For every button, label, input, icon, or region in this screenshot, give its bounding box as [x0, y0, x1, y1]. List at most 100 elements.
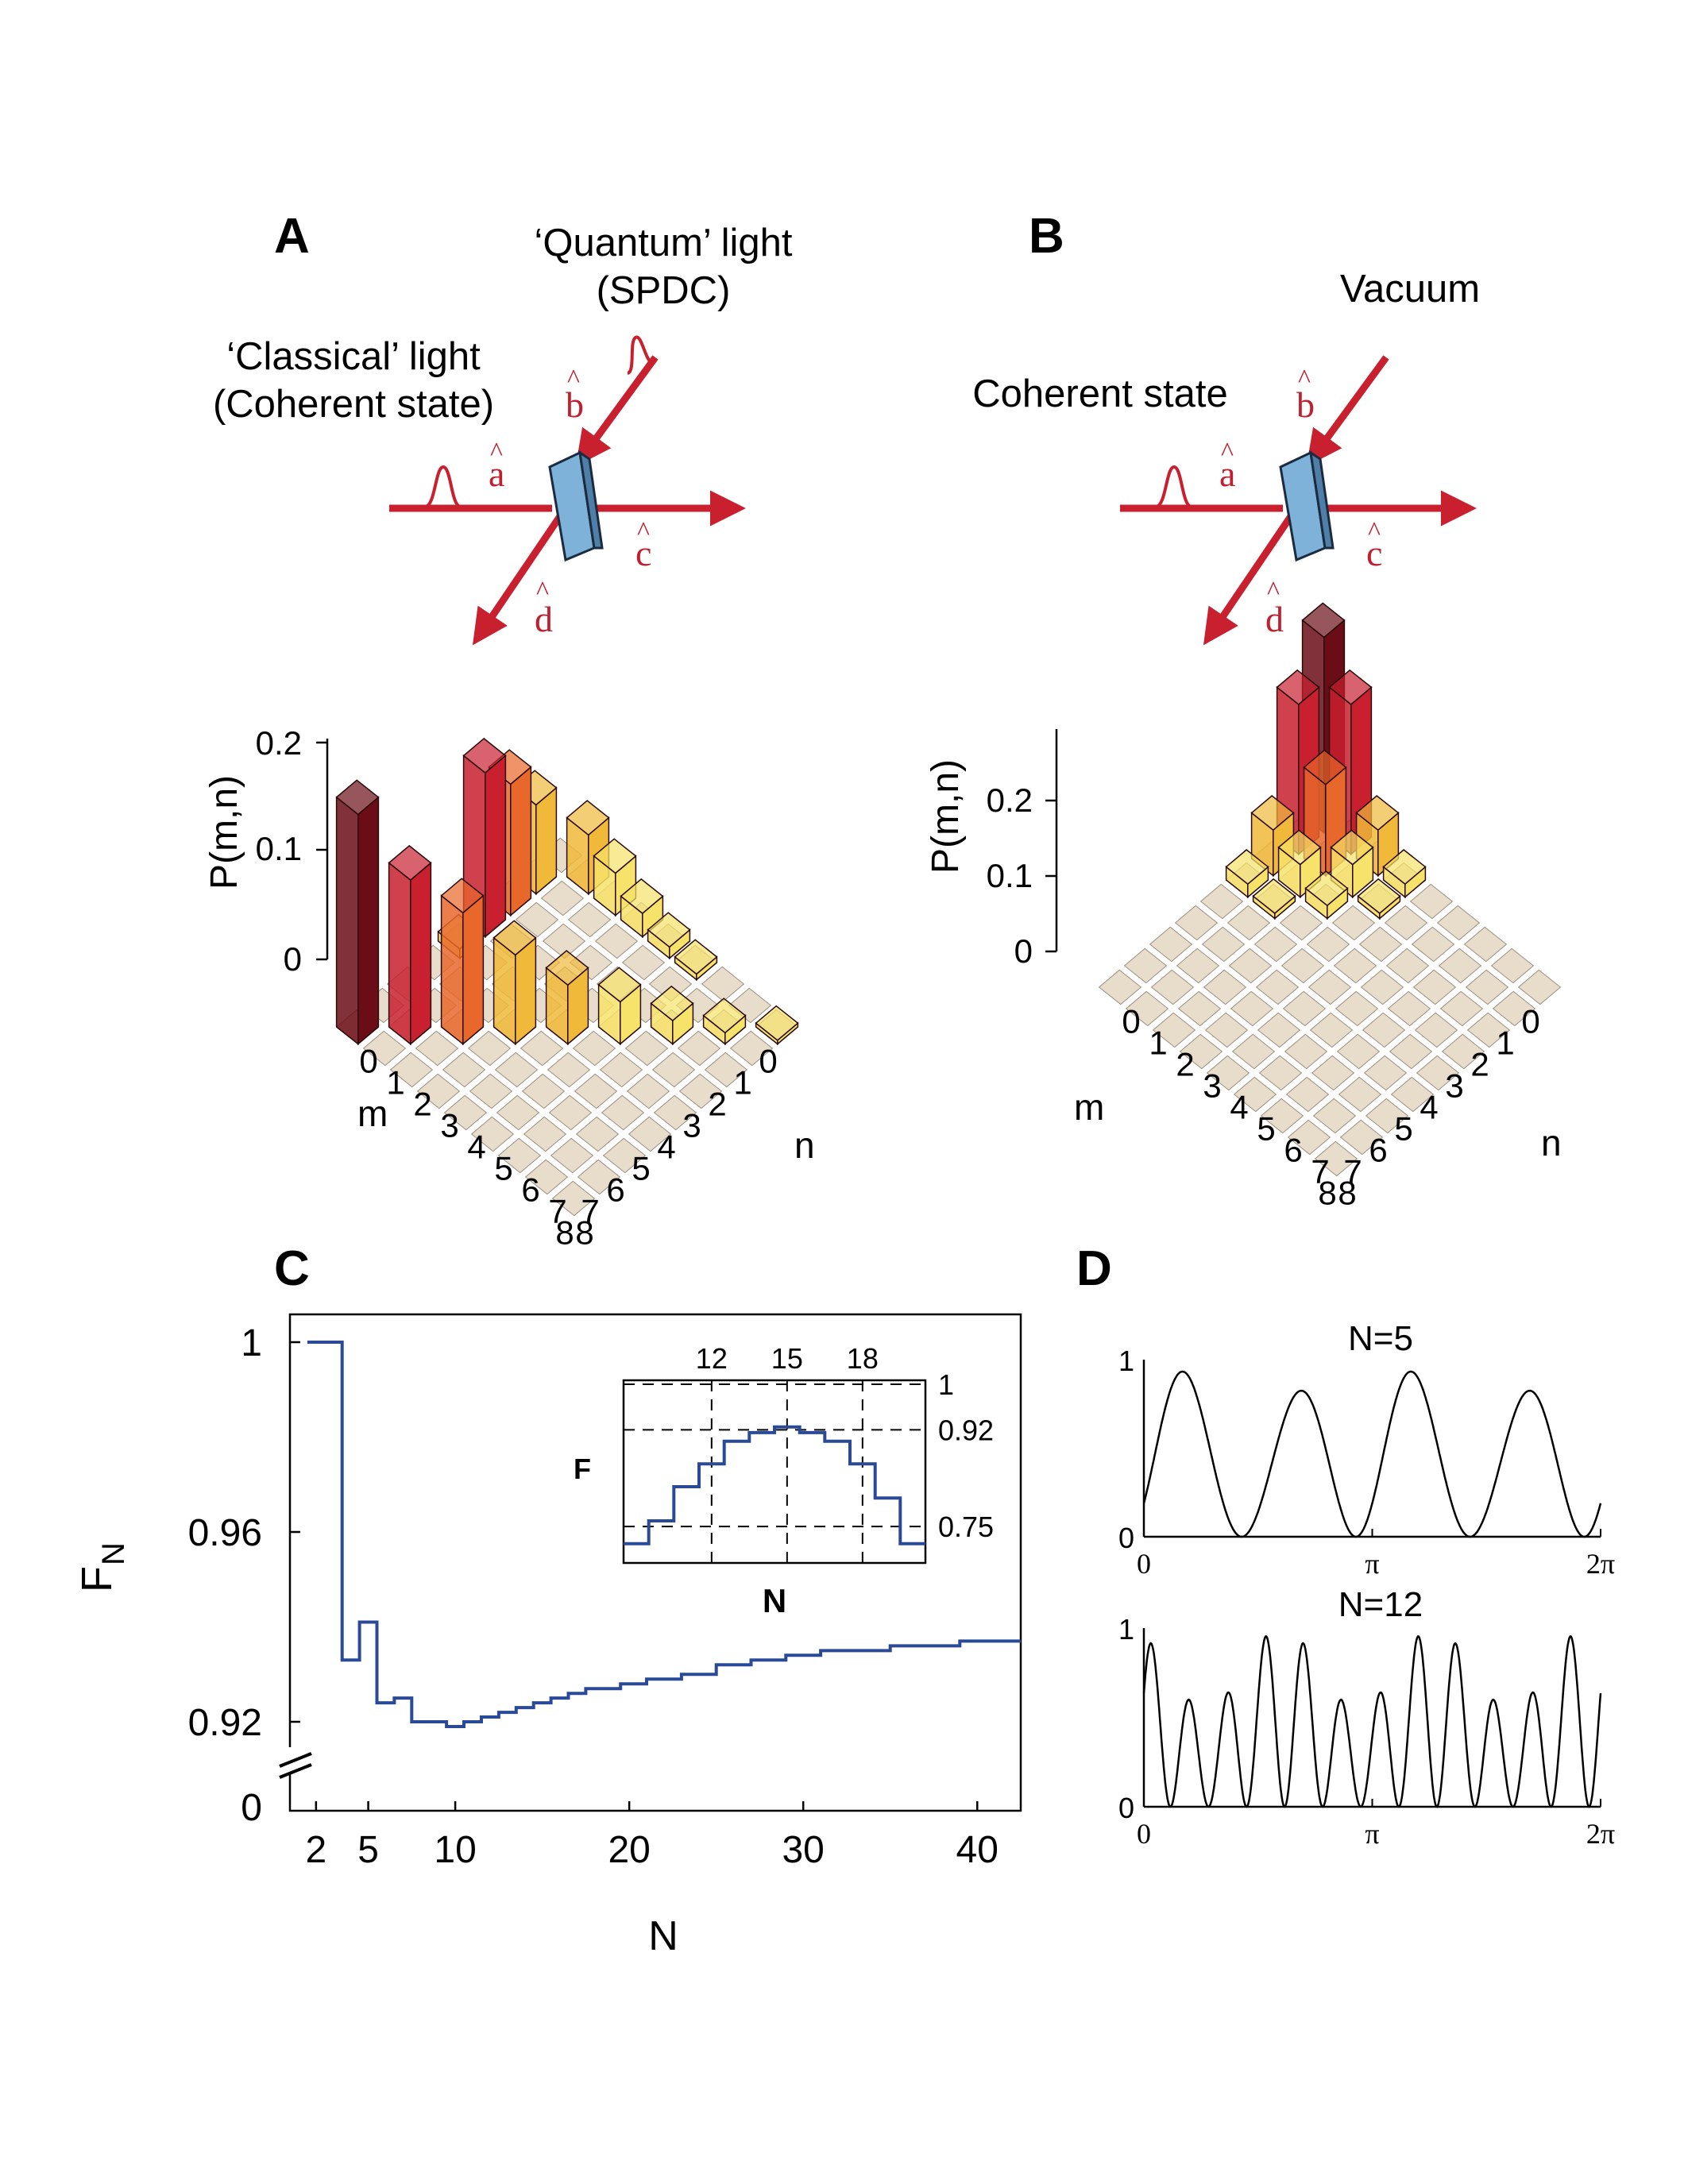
hat-icon: ^ [567, 365, 580, 394]
floor-tile [1233, 1076, 1277, 1113]
bar-top [620, 878, 664, 915]
floor-tile [497, 1137, 542, 1174]
m-axis-label: m [357, 1093, 388, 1134]
operator-d: d [1265, 599, 1284, 639]
inset-y-tick-label: 1 [938, 1368, 954, 1401]
bar-face [335, 796, 359, 1046]
bar-top [1357, 878, 1401, 914]
floor-tile [1412, 969, 1457, 1005]
panel-label-d: D [1076, 1241, 1112, 1296]
floor-tile [1312, 1098, 1357, 1134]
bar-top [1304, 870, 1349, 907]
bar-top [566, 800, 610, 836]
bar-top [545, 950, 589, 986]
n-tick-label: 4 [467, 1129, 485, 1166]
m-tick-label: 5 [632, 1150, 650, 1187]
floor-tile [701, 966, 745, 1002]
floor-tile [575, 1116, 620, 1152]
bar-top [388, 844, 432, 882]
bar-face [357, 796, 380, 1046]
n-tick-label: 7 [548, 1193, 566, 1230]
beam-splitter-icon [548, 450, 604, 562]
z-axis-label: P(m,n) [203, 775, 245, 889]
bar-face [462, 894, 485, 1046]
floor-tile [628, 1116, 672, 1152]
floor-tile [1411, 926, 1455, 963]
floor-tile [467, 1030, 512, 1067]
plot-frame [288, 1313, 1022, 1812]
floor-tile [1284, 1033, 1328, 1070]
subplot-title-n5: N=5 [1348, 1319, 1413, 1358]
floor-tile [494, 1051, 539, 1088]
floor-tile [626, 1073, 670, 1109]
inset-grid: 12 15 18 0.75 0.92 1 [624, 1342, 994, 1563]
floor-tile [1260, 1098, 1304, 1134]
n-axis-label: n [1541, 1122, 1562, 1163]
bar-top [1225, 849, 1269, 886]
m-tick-label: 0 [759, 1043, 777, 1080]
floor-tile [1228, 947, 1273, 984]
floor-tile [574, 1073, 618, 1109]
floor-tile [1336, 1033, 1381, 1070]
inset-x-tick-label: 12 [696, 1342, 728, 1375]
coherent-state-label-b: Coherent state [972, 372, 1227, 415]
quantum-light-label: ‘Quantum’ light [534, 222, 792, 264]
d-x-tick-label: 2π [1586, 1818, 1615, 1850]
floor-tile [548, 1094, 593, 1131]
floor-tile [1335, 990, 1379, 1027]
panel-label-a: A [274, 209, 310, 264]
m-tick-label: 7 [581, 1193, 599, 1230]
n-tick-label: 8 [1338, 1175, 1356, 1212]
floor-tile [442, 1051, 486, 1088]
floor-tile [729, 1030, 774, 1067]
floor-tile [567, 901, 612, 938]
floor-tile [1338, 1076, 1382, 1113]
n-axis-label: n [794, 1125, 815, 1166]
floor-tile [1465, 969, 1509, 1005]
y-axis-label: F [73, 1566, 121, 1592]
operator-c: c [1366, 533, 1382, 573]
bar-3d [388, 844, 432, 1046]
bar-3d [1252, 878, 1296, 920]
m-tick-label: 8 [1318, 1175, 1336, 1212]
x-tick-label: 30 [782, 1829, 824, 1871]
coherent-state-label: (Coherent state) [213, 383, 494, 426]
bar-3d [462, 737, 507, 939]
n-tick-label: 4 [1230, 1089, 1248, 1126]
m-axis-label: m [1074, 1086, 1104, 1128]
bar-3d [1382, 849, 1427, 899]
vacuum-label: Vacuum [1340, 268, 1480, 311]
floor-tile [524, 1159, 569, 1195]
z-tick-label: 0.1 [987, 857, 1033, 894]
floor-tile [1201, 926, 1246, 963]
floor-tile [1492, 990, 1536, 1027]
z-tick-label: 0.2 [987, 781, 1033, 819]
bar-face [515, 936, 537, 1046]
floor-tile [1149, 926, 1193, 963]
fidelity-curve [307, 1341, 1021, 1728]
d-x-tick-label: π [1365, 1818, 1379, 1850]
y-tick-label: 1 [241, 1322, 262, 1364]
z-tick-label: 0 [1014, 932, 1033, 970]
inset-frame [622, 1379, 927, 1565]
bar-top [755, 1005, 799, 1041]
classical-light-label: ‘Classical’ light [226, 335, 481, 378]
floor-tile [1176, 947, 1220, 984]
d-x-tick-label: 0 [1137, 1548, 1151, 1580]
floor-tile [1363, 1055, 1408, 1091]
floor-tile [1331, 905, 1376, 941]
coherent-pulse-icon [1155, 465, 1192, 508]
floor-tile [469, 1073, 513, 1109]
panel-c: C 2 5 10 20 30 40 0 0.92 0.96 1 N F N 12 15 18 0.75 0… [73, 1241, 1022, 1959]
floor-tile [1314, 1140, 1358, 1177]
floor-tile [1280, 947, 1325, 984]
floor-tile [1466, 1012, 1511, 1048]
beam-d-out [1203, 514, 1294, 646]
floor-tile [416, 1073, 461, 1109]
floor-tile [1285, 1076, 1330, 1113]
bar-top [492, 920, 537, 956]
n-tick-label: 5 [494, 1150, 512, 1187]
interference-curve [1142, 1635, 1602, 1808]
